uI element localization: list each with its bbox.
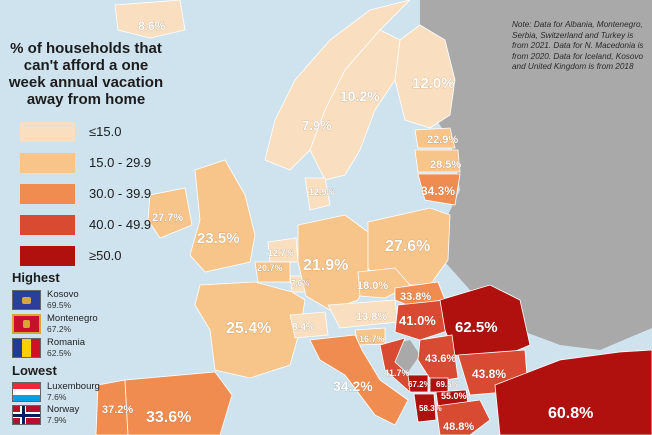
no-data-region bbox=[420, 0, 652, 350]
country-shape-italy bbox=[309, 334, 409, 426]
lowest-heading: Lowest bbox=[12, 363, 57, 378]
legend-swatch bbox=[20, 183, 75, 204]
country-shape-albania bbox=[413, 393, 437, 423]
lowest-country-name: Luxembourg bbox=[47, 381, 100, 392]
country-shape-spain bbox=[124, 371, 233, 435]
lowest-item-luxembourg: Luxembourg 7.6% bbox=[12, 382, 100, 402]
highest-country-name: Romania bbox=[47, 337, 86, 348]
highest-country-value: 67.2% bbox=[47, 324, 72, 334]
value-label-netherlands: 12.7% bbox=[268, 248, 294, 258]
country-shape-france bbox=[194, 281, 306, 379]
legend-item: ≤15.0 bbox=[20, 116, 151, 147]
country-shape-switzerland bbox=[289, 311, 329, 339]
value-label-slovenia: 16.7% bbox=[359, 334, 385, 344]
value-label-latvia: 28.5% bbox=[430, 159, 461, 171]
highest-country-name: Montenegro bbox=[47, 313, 98, 324]
value-label-norway: 7.9% bbox=[302, 118, 332, 133]
legend-label: 40.0 - 49.9 bbox=[89, 217, 152, 232]
value-label-lithuania: 34.3% bbox=[421, 184, 455, 198]
norway-flag-icon bbox=[12, 405, 41, 425]
legend-label: 30.0 - 39.9 bbox=[89, 186, 152, 201]
legend: ≤15.0 15.0 - 29.9 30.0 - 39.9 40.0 - 49.… bbox=[20, 116, 151, 271]
value-label-luxembourg: 7.6% bbox=[291, 279, 309, 288]
montenegro-flag-icon bbox=[12, 314, 41, 334]
value-label-uk: 23.5% bbox=[197, 230, 240, 247]
value-label-belgium: 20.7% bbox=[257, 263, 283, 273]
luxembourg-flag-icon bbox=[12, 382, 41, 402]
value-label-spain: 33.6% bbox=[146, 409, 191, 426]
legend-item: 40.0 - 49.9 bbox=[20, 209, 151, 240]
value-label-poland: 27.6% bbox=[385, 238, 430, 255]
value-label-germany: 21.9% bbox=[303, 257, 348, 274]
value-label-denmark: 12.9% bbox=[309, 187, 335, 197]
country-shape-montenegro bbox=[407, 374, 429, 393]
value-label-north-macedonia: 55.0% bbox=[441, 391, 467, 401]
value-label-turkey: 60.8% bbox=[548, 405, 593, 422]
map-title: % of households that can't afford a one … bbox=[8, 40, 164, 108]
value-label-switzerland: 8.4% bbox=[292, 322, 315, 333]
value-label-iceland: 8.6% bbox=[138, 19, 166, 33]
country-shape-ireland bbox=[147, 187, 193, 239]
value-label-bulgaria: 43.8% bbox=[472, 367, 506, 381]
legend-item: 15.0 - 29.9 bbox=[20, 147, 151, 178]
country-shape-iceland bbox=[114, 0, 186, 39]
legend-swatch bbox=[20, 152, 75, 173]
legend-label: ≤15.0 bbox=[89, 124, 122, 139]
value-label-sweden: 10.2% bbox=[340, 88, 380, 104]
legend-item: 30.0 - 39.9 bbox=[20, 178, 151, 209]
legend-swatch bbox=[20, 214, 75, 235]
value-label-albania: 58.3% bbox=[419, 404, 442, 413]
lowest-country-name: Norway bbox=[47, 404, 80, 415]
highest-item-romania: Romania 62.5% bbox=[12, 338, 85, 358]
legend-label: 15.0 - 29.9 bbox=[89, 155, 152, 170]
highest-heading: Highest bbox=[12, 270, 60, 285]
lowest-country-value: 7.6% bbox=[47, 392, 67, 402]
value-label-serbia: 43.6% bbox=[425, 353, 456, 365]
lowest-country-value: 7.9% bbox=[47, 415, 67, 425]
highest-country-value: 69.5% bbox=[47, 300, 72, 310]
country-shape-denmark bbox=[304, 177, 331, 211]
highest-country-name: Kosovo bbox=[47, 289, 79, 300]
value-label-portugal: 37.2% bbox=[102, 404, 133, 416]
value-label-slovakia: 33.8% bbox=[400, 291, 431, 303]
value-label-montenegro: 67.2% bbox=[408, 380, 431, 389]
value-label-romania: 62.5% bbox=[455, 319, 498, 336]
legend-swatch bbox=[20, 245, 75, 266]
value-label-france: 25.4% bbox=[226, 320, 271, 337]
country-shape-germany bbox=[297, 214, 369, 311]
country-shape-finland bbox=[394, 24, 456, 129]
value-label-italy: 34.2% bbox=[333, 378, 373, 394]
highest-country-value: 62.5% bbox=[47, 348, 72, 358]
value-label-croatia: 41.7% bbox=[384, 368, 410, 378]
legend-item: ≥50.0 bbox=[20, 240, 151, 271]
country-shape-estonia bbox=[414, 127, 456, 149]
lowest-item-norway: Norway 7.9% bbox=[12, 405, 79, 425]
value-label-estonia: 22.9% bbox=[427, 134, 458, 146]
country-shape-portugal bbox=[95, 379, 129, 435]
romania-flag-icon bbox=[12, 338, 41, 358]
value-label-greece: 48.8% bbox=[443, 421, 474, 433]
kosovo-flag-icon bbox=[12, 290, 41, 310]
legend-label: ≥50.0 bbox=[89, 248, 122, 263]
highest-item-montenegro: Montenegro 67.2% bbox=[12, 314, 98, 334]
country-shape-belgium bbox=[254, 261, 291, 283]
value-label-ireland: 27.7% bbox=[152, 212, 183, 224]
data-note: Note: Data for Albania, Montenegro, Serb… bbox=[512, 20, 644, 71]
value-label-hungary: 41.0% bbox=[399, 313, 436, 328]
country-shape-latvia bbox=[414, 149, 461, 173]
country-shape-hungary bbox=[394, 299, 451, 341]
country-shape-greece bbox=[435, 399, 491, 435]
country-shape-turkey bbox=[494, 349, 652, 435]
country-shape-lithuania bbox=[417, 173, 461, 206]
country-shape-uk bbox=[189, 159, 256, 273]
legend-swatch bbox=[20, 121, 75, 142]
value-label-austria: 13.8% bbox=[356, 311, 387, 323]
value-label-kosovo: 69.5% bbox=[436, 380, 459, 389]
value-label-finland: 12.0% bbox=[412, 75, 455, 92]
highest-item-kosovo: Kosovo 69.5% bbox=[12, 290, 79, 310]
value-label-czechia: 18.0% bbox=[357, 280, 388, 292]
